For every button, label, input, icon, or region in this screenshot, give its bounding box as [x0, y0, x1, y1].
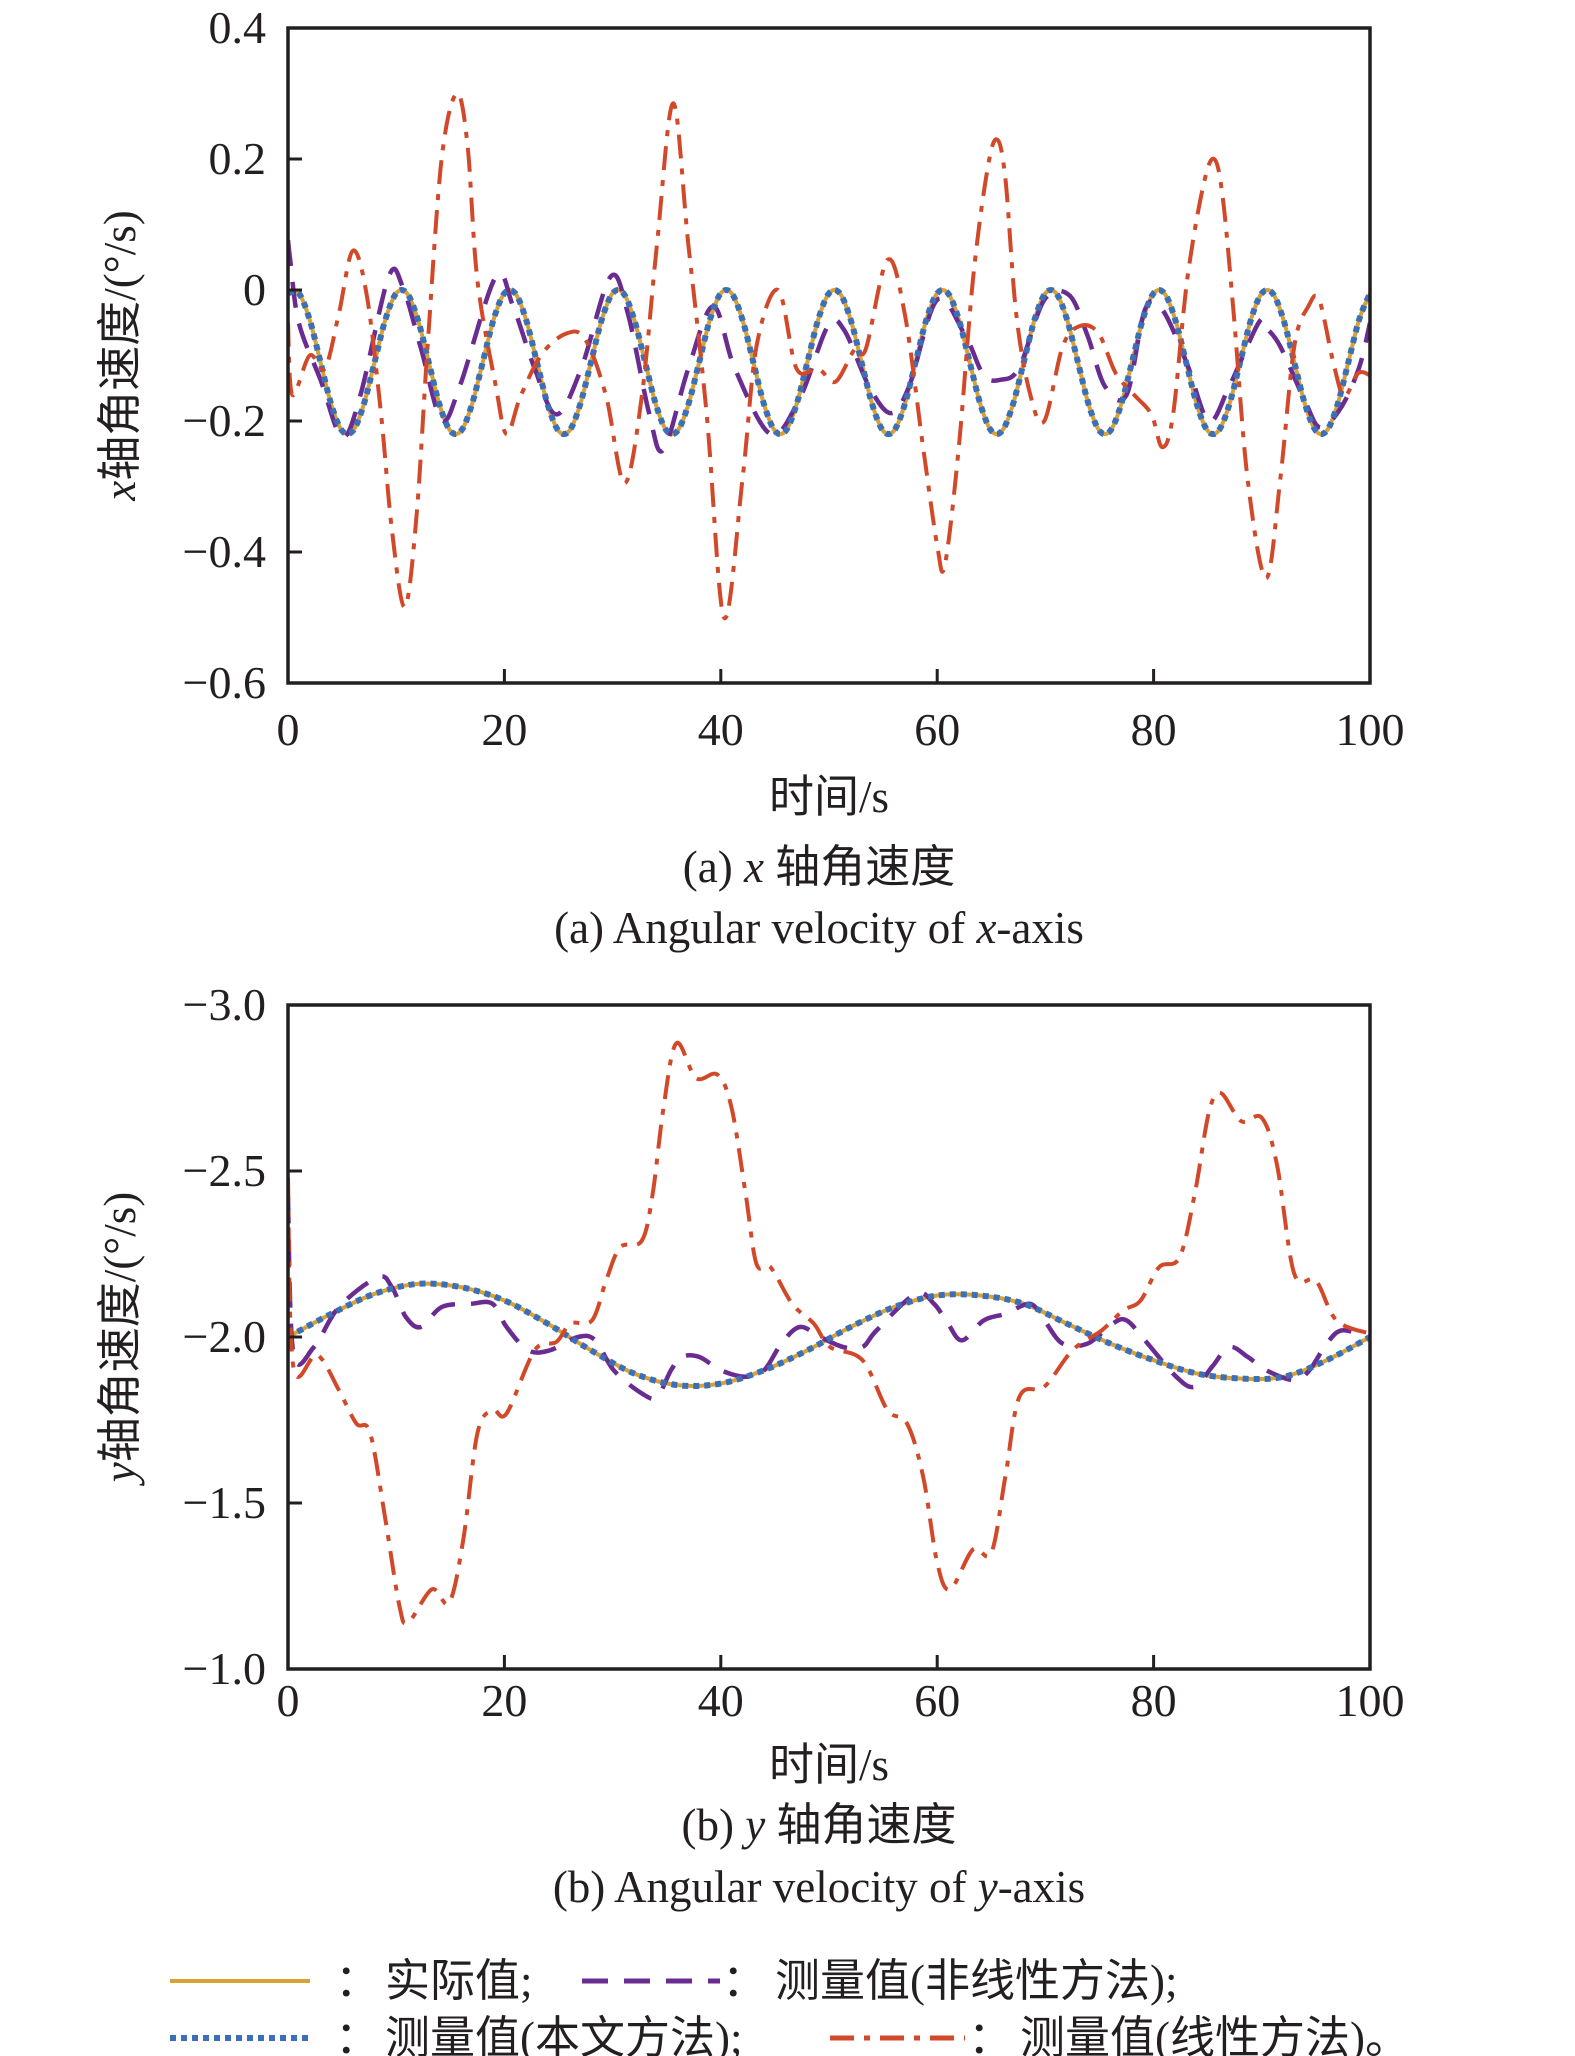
caption-english-suffix: -axis — [996, 903, 1083, 953]
caption-chinese-prefix: (a) — [683, 842, 744, 892]
caption-chinese-suffix: 轴角速度 — [765, 1800, 956, 1850]
legend-separator: ： — [722, 1956, 767, 2006]
legend-label-actual: 实际值; — [385, 1956, 533, 2006]
y-tick-label: −2.0 — [183, 1311, 266, 1362]
y-tick-label: −2.5 — [183, 1145, 266, 1196]
caption-english-var: y — [974, 1862, 998, 1912]
x-tick-label: 0 — [277, 704, 300, 755]
x-tick-label: 100 — [1336, 704, 1405, 755]
x-tick-label: 100 — [1336, 1675, 1405, 1726]
series-group — [288, 91, 1370, 621]
y-axis-title-text: 轴角速度/(°/s) — [95, 210, 145, 480]
caption-english-suffix: -axis — [998, 1862, 1085, 1912]
y-tick-label: −0.4 — [183, 526, 266, 577]
legend-separator: ： — [335, 2013, 380, 2056]
caption-english: (b) Angular velocity of y-axis — [553, 1862, 1085, 1912]
legend: ： 实际值; ： 测量值(非线性方法); ： 测量值(本文方法); ： 测量值(… — [170, 1956, 1410, 2056]
x-tick-label: 40 — [698, 704, 744, 755]
caption-chinese-var: x — [743, 842, 764, 892]
x-tick-label: 20 — [481, 1675, 527, 1726]
x-tick-label: 80 — [1131, 1675, 1177, 1726]
caption-english-prefix: (a) Angular velocity of — [554, 903, 976, 953]
series-line-dotted — [288, 287, 1370, 438]
series-line-dashed — [288, 1197, 1370, 1401]
caption-chinese: (a) x 轴角速度 — [683, 842, 955, 892]
y-axis-angular-velocity-chart: 0 20 40 60 80 100−3.0−2.5−2.0−1.5−1.0时间/sy轴角速… — [95, 979, 1405, 1912]
y-tick-label: −0.2 — [183, 395, 266, 446]
x-tick-label: 60 — [914, 704, 960, 755]
y-axis-title-var: y — [95, 1462, 145, 1486]
y-tick-label: −0.6 — [183, 657, 266, 708]
legend-label-nonlinear: 测量值(非线性方法); — [775, 1956, 1177, 2006]
y-tick-label: −3.0 — [183, 979, 266, 1030]
legend-separator: ： — [968, 2013, 1013, 2056]
caption-chinese-suffix: 轴角速度 — [764, 842, 955, 892]
x-tick-label: 20 — [481, 704, 527, 755]
caption-english-var: x — [975, 903, 996, 953]
y-tick-label: −1.0 — [183, 1643, 266, 1694]
y-tick-label: 0.4 — [209, 2, 267, 53]
y-axis-title-var: x — [95, 481, 145, 502]
y-tick-label: −1.5 — [183, 1477, 266, 1528]
y-tick-label: 0.2 — [209, 133, 267, 184]
x-tick-label: 40 — [698, 1675, 744, 1726]
series-line-dashed — [288, 239, 1370, 454]
y-axis-title: x轴角速度/(°/s) — [95, 210, 145, 501]
legend-separator: ： — [335, 1956, 380, 2006]
x-tick-label: 60 — [914, 1675, 960, 1726]
caption-english-prefix: (b) Angular velocity of — [553, 1862, 978, 1912]
y-tick-label: 0 — [243, 264, 266, 315]
series-line-dashdot — [288, 1041, 1370, 1626]
caption-chinese-prefix: (b) — [682, 1800, 746, 1850]
x-axis-title: 时间/s — [769, 1740, 889, 1790]
series-group — [288, 1041, 1370, 1626]
caption-chinese-var: y — [741, 1800, 765, 1850]
legend-label-proposed: 测量值(本文方法); — [385, 2013, 742, 2056]
y-axis-title: y轴角速度/(°/s) — [95, 1192, 145, 1486]
legend-label-linear: 测量值(线性方法)。 — [1020, 2013, 1410, 2056]
caption-english: (a) Angular velocity of x-axis — [554, 903, 1084, 953]
x-tick-label: 0 — [277, 1675, 300, 1726]
series-line-dotted — [288, 1280, 1370, 1389]
x-tick-label: 80 — [1131, 704, 1177, 755]
x-axis-title: 时间/s — [769, 772, 889, 822]
series-line-dashdot — [288, 91, 1370, 621]
x-axis-angular-velocity-chart: 0 20 40 60 80 1000.40.20−0.2−0.4−0.6时间/sx轴角速度… — [95, 2, 1405, 953]
y-axis-title-text: 轴角速度/(°/s) — [95, 1192, 145, 1462]
plot-frame — [286, 26, 1372, 685]
caption-chinese: (b) y 轴角速度 — [682, 1800, 957, 1850]
